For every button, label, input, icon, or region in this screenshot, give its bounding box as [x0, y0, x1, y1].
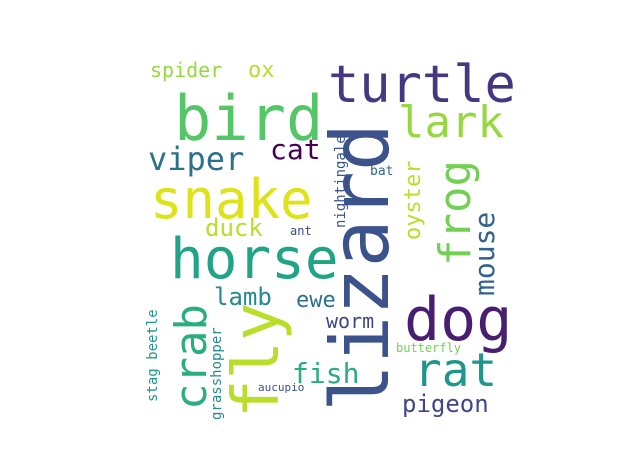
word-snake: snake	[150, 168, 313, 231]
word-mouse: mouse	[468, 212, 501, 296]
word-duck: duck	[205, 214, 263, 242]
word-crab: crab	[166, 304, 217, 410]
word-bird: bird	[174, 82, 323, 155]
word-bat: bat	[370, 164, 393, 179]
word-rat: rat	[414, 343, 497, 397]
word-stag-beetle: stag beetle	[145, 309, 161, 402]
word-horse: horse	[170, 227, 339, 292]
word-lizard: lizard	[314, 123, 407, 412]
word-worm: worm	[326, 309, 374, 333]
word-ox: ox	[248, 58, 275, 83]
word-fly: fly	[220, 302, 294, 418]
word-turtle: turtle	[328, 55, 516, 115]
word-grasshopper: grasshopper	[209, 327, 225, 420]
word-spider: spider	[150, 58, 222, 82]
word-lamb: lamb	[214, 283, 272, 311]
word-butterfly: butterfly	[396, 341, 461, 355]
word-pigeon: pigeon	[402, 390, 489, 418]
word-frog: frog	[430, 160, 481, 266]
word-aucupio: aucupio	[258, 381, 304, 394]
word-cat: cat	[270, 133, 321, 166]
word-fish: fish	[292, 357, 359, 390]
word-nightingale: nightingale	[333, 135, 349, 228]
word-lark: lark	[398, 97, 504, 148]
word-oyster: oyster	[401, 161, 426, 240]
word-ant: ant	[290, 224, 312, 238]
word-ewe: ewe	[296, 288, 336, 313]
word-dog: dog	[404, 285, 512, 355]
word-viper: viper	[148, 140, 244, 178]
